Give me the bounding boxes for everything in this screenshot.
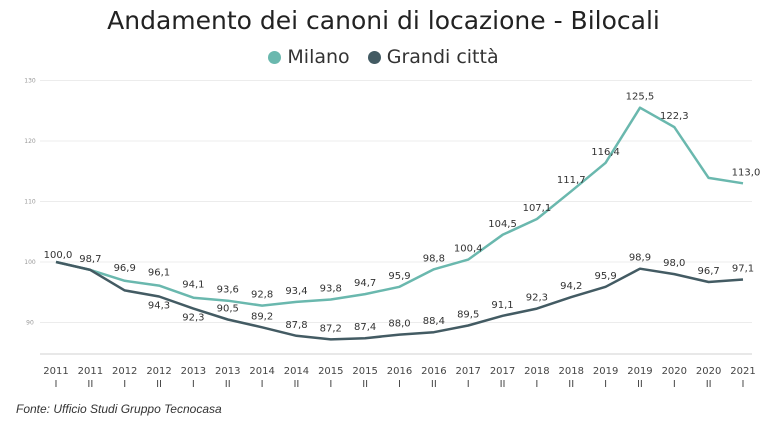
x-tick-year-11: 2016 <box>421 366 446 377</box>
data-label-s0-14: 107,1 <box>523 203 552 214</box>
legend-swatch-grandi-citta <box>367 50 381 64</box>
x-tick-year-13: 2017 <box>490 366 515 377</box>
x-tick-year-3: 2012 <box>146 366 171 377</box>
data-label-s0-12: 100,4 <box>454 244 483 255</box>
x-tick-year-8: 2015 <box>318 366 343 377</box>
data-label-s0-10: 95,9 <box>388 271 410 282</box>
legend: Milano Grandi città <box>0 46 767 69</box>
x-tick-half-18: I <box>673 379 676 390</box>
x-tick-year-0: 2011 <box>43 366 68 377</box>
x-tick-half-9: II <box>362 379 368 390</box>
x-tick-year-2: 2012 <box>112 366 137 377</box>
x-tick-year-6: 2014 <box>249 366 274 377</box>
data-label-s1-17: 98,9 <box>629 253 651 264</box>
y-tick-label-90: 90 <box>26 320 34 327</box>
data-label-s0-20: 113,0 <box>732 167 761 178</box>
legend-swatch-milano <box>268 50 282 64</box>
x-tick-half-19: II <box>706 379 712 390</box>
legend-label-grandi-citta: Grandi città <box>386 46 499 68</box>
x-tick-half-15: II <box>568 379 574 390</box>
x-tick-half-11: II <box>431 379 437 390</box>
x-tick-half-4: I <box>192 379 195 390</box>
x-tick-half-20: I <box>742 379 745 390</box>
data-label-s1-12: 89,5 <box>457 310 479 321</box>
data-label-s0-7: 93,4 <box>285 286 307 297</box>
x-tick-year-10: 2016 <box>387 366 412 377</box>
data-label-s1-4: 92,3 <box>182 313 204 324</box>
x-tick-half-0: I <box>55 379 58 390</box>
data-label-s0-5: 93,6 <box>217 285 239 296</box>
data-label-s1-20: 97,1 <box>732 264 754 275</box>
data-label-s0-4: 94,1 <box>182 280 204 291</box>
data-label-s0-9: 94,7 <box>354 278 376 289</box>
data-label-s1-15: 94,2 <box>560 281 582 292</box>
data-label-s0-18: 122,3 <box>660 111 689 122</box>
data-label-s1-3: 94,3 <box>148 300 170 311</box>
x-tick-year-5: 2013 <box>215 366 240 377</box>
legend-label-milano: Milano <box>287 46 350 68</box>
chart-title: Andamento dei canoni di locazione - Bilo… <box>107 6 660 35</box>
data-label-s0-1: 98,7 <box>79 254 101 265</box>
x-tick-half-10: I <box>398 379 401 390</box>
data-label-s0-3: 96,1 <box>148 268 170 279</box>
y-tick-label-110: 110 <box>24 199 36 206</box>
data-label-s0-11: 98,8 <box>423 253 445 264</box>
x-tick-year-19: 2020 <box>696 366 721 377</box>
x-tick-year-9: 2015 <box>352 366 377 377</box>
x-tick-half-8: I <box>329 379 332 390</box>
legend-item-milano[interactable]: Milano <box>268 46 350 68</box>
y-tick-label-120: 120 <box>24 138 36 145</box>
data-label-s0-17: 125,5 <box>626 92 655 103</box>
data-label-s0-8: 93,8 <box>320 284 342 295</box>
series-line-1 <box>55 260 744 341</box>
x-tick-half-5: II <box>225 379 231 390</box>
data-label-s1-16: 95,9 <box>594 271 616 282</box>
data-label-s1-13: 91,1 <box>491 300 513 311</box>
x-tick-year-12: 2017 <box>455 366 480 377</box>
x-tick-half-13: II <box>500 379 506 390</box>
x-tick-year-18: 2020 <box>662 366 687 377</box>
data-label-s1-10: 88,0 <box>388 319 410 330</box>
x-tick-year-4: 2013 <box>181 366 206 377</box>
x-tick-year-15: 2018 <box>559 366 584 377</box>
x-tick-half-17: II <box>637 379 643 390</box>
data-label-s0-6: 92,8 <box>251 290 273 301</box>
data-label-s0-13: 104,5 <box>488 219 517 230</box>
x-tick-year-20: 2021 <box>730 366 755 377</box>
x-tick-year-17: 2019 <box>627 366 652 377</box>
data-label-s1-5: 90,5 <box>217 303 239 314</box>
data-label-s1-9: 87,4 <box>354 322 376 333</box>
x-tick-half-6: I <box>261 379 264 390</box>
x-tick-half-14: I <box>535 379 538 390</box>
y-tick-label-130: 130 <box>24 78 36 85</box>
data-label-s1-19: 96,7 <box>698 266 720 277</box>
data-label-s1-14: 92,3 <box>526 293 548 304</box>
data-label-s1-7: 87,8 <box>285 320 307 331</box>
x-tick-year-7: 2014 <box>284 366 309 377</box>
x-tick-half-12: I <box>467 379 470 390</box>
y-tick-label-100: 100 <box>24 259 36 266</box>
x-tick-year-14: 2018 <box>524 366 549 377</box>
data-label-s1-18: 98,0 <box>663 258 685 269</box>
source-note: Fonte: Ufficio Studi Gruppo Tecnocasa <box>16 402 222 416</box>
x-tick-year-16: 2019 <box>593 366 618 377</box>
x-tick-half-16: I <box>604 379 607 390</box>
data-label-s1-6: 89,2 <box>251 311 273 322</box>
data-label-s0-0: 100,0 <box>44 250 73 261</box>
data-label-s0-15: 111,7 <box>557 175 586 186</box>
x-tick-half-7: II <box>293 379 299 390</box>
data-label-s1-11: 88,4 <box>423 316 445 327</box>
legend-item-grandi-citta[interactable]: Grandi città <box>367 46 499 68</box>
x-tick-year-1: 2011 <box>78 366 103 377</box>
data-label-s0-16: 116,4 <box>591 147 620 158</box>
x-tick-half-2: I <box>123 379 126 390</box>
series-line-0 <box>55 106 744 307</box>
data-label-s0-2: 96,9 <box>114 263 136 274</box>
x-tick-half-3: II <box>156 379 162 390</box>
x-tick-half-1: II <box>87 379 93 390</box>
data-label-s1-8: 87,2 <box>320 323 342 334</box>
